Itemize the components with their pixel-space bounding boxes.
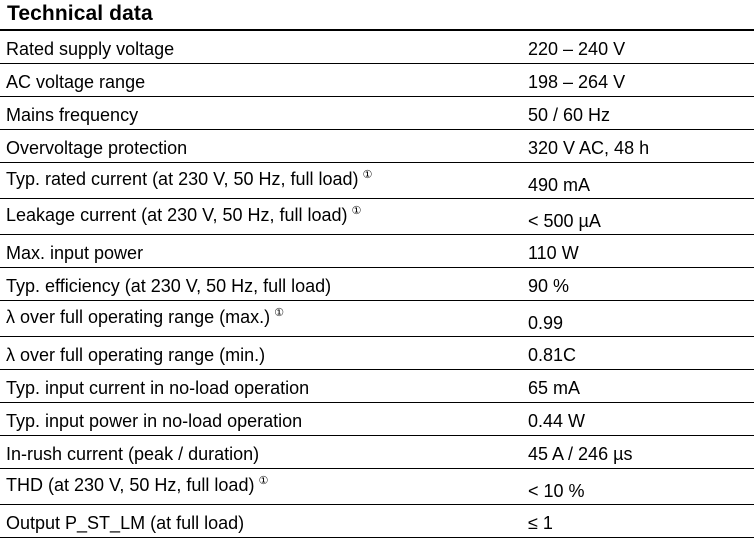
table-row: Max. input power 110 W (0, 235, 754, 268)
parameter-text: Typ. rated current (at 230 V, 50 Hz, ful… (6, 169, 359, 189)
parameter-value: < 500 µA (528, 211, 601, 231)
table-row: Overvoltage protection 320 V AC, 48 h (0, 130, 754, 163)
footnote-marker: ① (351, 205, 362, 217)
parameter-label: Typ. input current in no-load operation (6, 378, 310, 398)
parameter-value: 90 % (528, 276, 570, 296)
title-divider (0, 29, 754, 31)
parameter-value: 50 / 60 Hz (528, 105, 611, 125)
parameter-label: Mains frequency (6, 105, 139, 125)
technical-data-table: Rated supply voltage 220 – 240 V AC volt… (0, 31, 754, 538)
parameter-value: 0.99 (528, 313, 564, 333)
parameter-label: Rated supply voltage (6, 39, 175, 59)
parameter-value: 0.81C (528, 345, 577, 365)
parameter-label: Typ. efficiency (at 230 V, 50 Hz, full l… (6, 276, 332, 296)
table-row: In-rush current (peak / duration) 45 A /… (0, 436, 754, 469)
parameter-label: Overvoltage protection (6, 138, 188, 158)
parameter-label: Typ. input power in no-load operation (6, 411, 303, 431)
table-row: λ over full operating range (min.) 0.81C (0, 337, 754, 370)
parameter-text: Leakage current (at 230 V, 50 Hz, full l… (6, 205, 348, 225)
table-row: Typ. input power in no-load operation 0.… (0, 403, 754, 436)
parameter-value: 220 – 240 V (528, 39, 626, 59)
table-row: Mains frequency 50 / 60 Hz (0, 97, 754, 130)
parameter-text: λ over full operating range (max.) (6, 307, 271, 327)
parameter-label: AC voltage range (6, 72, 146, 92)
parameter-value: 198 – 264 V (528, 72, 626, 92)
parameter-value: ≤ 1 (528, 513, 553, 533)
parameter-label: Max. input power (6, 243, 144, 263)
parameter-value: 0.44 W (528, 411, 586, 431)
parameter-value: 65 mA (528, 378, 581, 398)
footnote-marker: ① (258, 475, 269, 487)
parameter-label: λ over full operating range (min.) (6, 345, 266, 365)
parameter-value: 45 A / 246 µs (528, 444, 633, 464)
table-row: THD (at 230 V, 50 Hz, full load) ① < 10 % (0, 469, 754, 505)
parameter-label: Leakage current (at 230 V, 50 Hz, full l… (6, 201, 361, 225)
table-row: Rated supply voltage 220 – 240 V (0, 31, 754, 64)
parameter-label: Output P_ST_LM (at full load) (6, 513, 245, 533)
parameter-value: < 10 % (528, 481, 585, 501)
parameter-label: λ over full operating range (max.) ① (6, 303, 284, 327)
parameter-value: 320 V AC, 48 h (528, 138, 650, 158)
table-row: Typ. input current in no-load operation … (0, 370, 754, 403)
parameter-label: THD (at 230 V, 50 Hz, full load) ① (6, 471, 268, 495)
footnote-marker: ① (274, 307, 284, 319)
footnote-marker: ① (362, 169, 373, 181)
parameter-text: THD (at 230 V, 50 Hz, full load) (6, 475, 255, 495)
parameter-value: 490 mA (528, 175, 591, 195)
table-row: Output P_ST_LM (at full load) ≤ 1 (0, 505, 754, 538)
parameter-value: 110 W (528, 243, 579, 263)
table-row: Leakage current (at 230 V, 50 Hz, full l… (0, 199, 754, 235)
section-title: Technical data (7, 2, 153, 25)
table-row: Typ. efficiency (at 230 V, 50 Hz, full l… (0, 268, 754, 301)
parameter-label: Typ. rated current (at 230 V, 50 Hz, ful… (6, 165, 372, 189)
parameter-label: In-rush current (peak / duration) (6, 444, 260, 464)
table-row: λ over full operating range (max.) ① 0.99 (0, 301, 754, 337)
table-row: AC voltage range 198 – 264 V (0, 64, 754, 97)
table-row: Typ. rated current (at 230 V, 50 Hz, ful… (0, 163, 754, 199)
